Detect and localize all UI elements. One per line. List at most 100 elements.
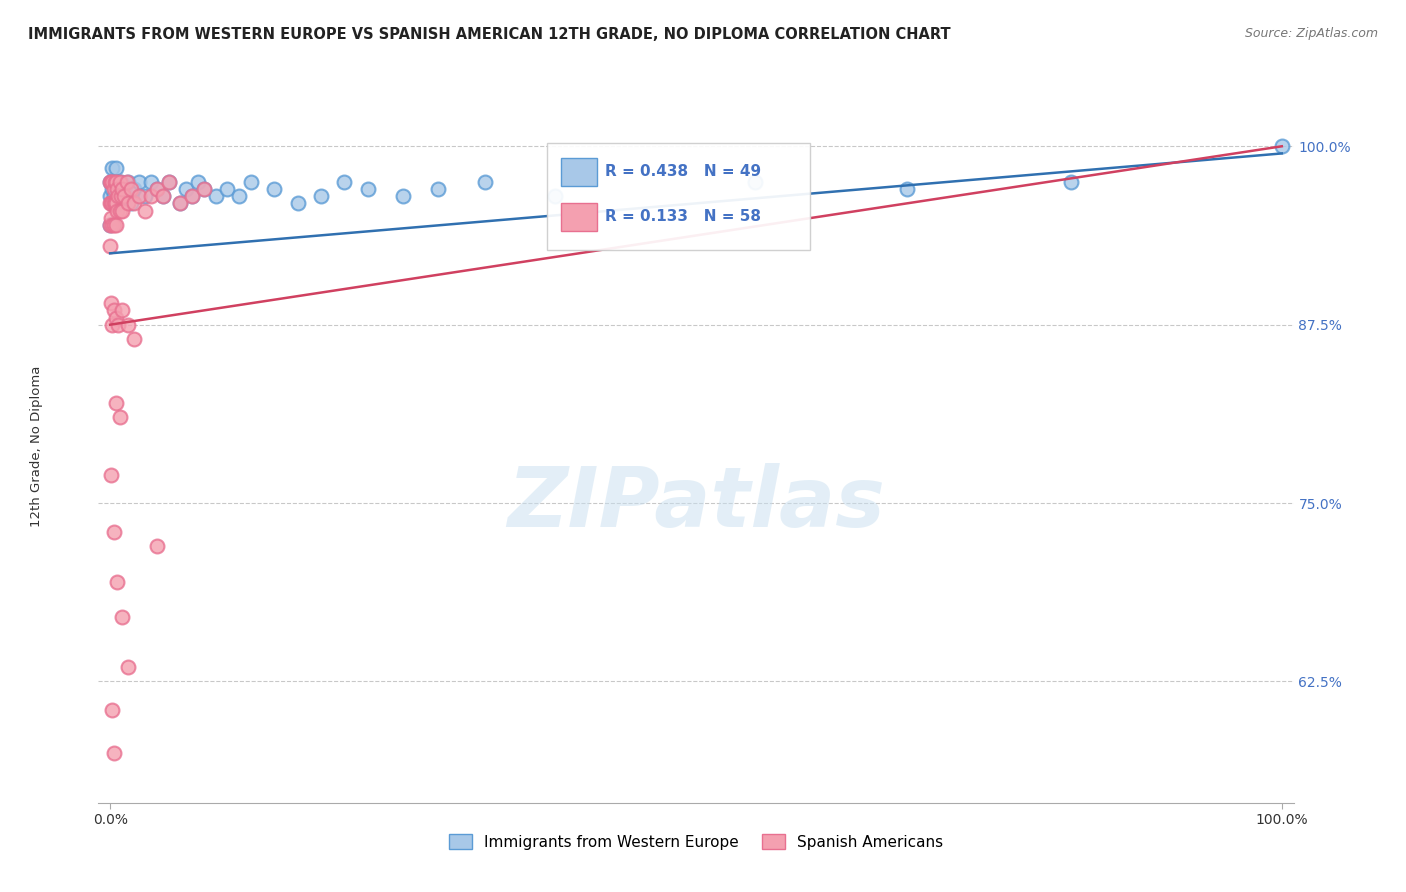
Point: [105, 175, 128, 189]
Point: [217, 182, 239, 196]
Point: [103, 175, 125, 189]
Point: [134, 203, 156, 218]
Point: [108, 203, 131, 218]
FancyBboxPatch shape: [561, 202, 596, 231]
Point: [108, 182, 131, 196]
Text: ZIPatlas: ZIPatlas: [508, 463, 884, 543]
Point: [263, 182, 285, 196]
Point: [105, 182, 128, 196]
Point: [111, 203, 134, 218]
Point: [101, 218, 124, 232]
Point: [105, 161, 128, 175]
Point: [98, 218, 121, 232]
Point: [169, 196, 191, 211]
Point: [392, 189, 415, 203]
Point: [98, 189, 121, 203]
Text: R = 0.133   N = 58: R = 0.133 N = 58: [605, 210, 761, 225]
Point: [103, 182, 125, 196]
Point: [120, 196, 142, 211]
Point: [181, 189, 204, 203]
Text: R = 0.438   N = 49: R = 0.438 N = 49: [605, 164, 761, 179]
Point: [157, 175, 180, 189]
Point: [152, 189, 174, 203]
Point: [117, 175, 139, 189]
Point: [103, 524, 125, 539]
Point: [103, 303, 125, 318]
FancyBboxPatch shape: [561, 158, 596, 186]
Point: [112, 182, 135, 196]
Point: [108, 175, 131, 189]
Point: [104, 196, 127, 211]
Point: [108, 410, 131, 425]
Point: [122, 196, 145, 211]
Point: [204, 189, 226, 203]
Point: [146, 182, 169, 196]
Point: [98, 218, 121, 232]
Point: [146, 539, 169, 553]
Point: [105, 182, 128, 196]
Point: [100, 175, 122, 189]
Point: [110, 189, 132, 203]
Point: [896, 182, 918, 196]
Point: [169, 196, 191, 211]
Point: [228, 189, 250, 203]
Point: [100, 175, 122, 189]
Point: [134, 189, 156, 203]
Point: [287, 196, 309, 211]
Point: [174, 182, 197, 196]
Point: [103, 196, 125, 211]
Point: [474, 175, 496, 189]
Point: [333, 175, 356, 189]
Point: [309, 189, 332, 203]
Point: [193, 182, 215, 196]
Point: [101, 182, 124, 196]
Point: [122, 182, 145, 196]
Legend: Immigrants from Western Europe, Spanish Americans: Immigrants from Western Europe, Spanish …: [443, 828, 949, 855]
Point: [117, 660, 139, 674]
Point: [103, 189, 125, 203]
Point: [101, 175, 124, 189]
Point: [105, 310, 128, 325]
Point: [239, 175, 262, 189]
Point: [100, 296, 122, 310]
Point: [107, 196, 129, 211]
Point: [112, 189, 135, 203]
Text: Source: ZipAtlas.com: Source: ZipAtlas.com: [1244, 27, 1378, 40]
Point: [100, 467, 122, 482]
Point: [111, 182, 134, 196]
Point: [427, 182, 450, 196]
Point: [104, 175, 127, 189]
Point: [100, 211, 122, 225]
Point: [101, 196, 124, 211]
Point: [181, 189, 204, 203]
Point: [100, 196, 122, 211]
Point: [1271, 139, 1294, 153]
Point: [128, 175, 150, 189]
Point: [157, 175, 180, 189]
Point: [105, 574, 128, 589]
FancyBboxPatch shape: [547, 143, 810, 250]
Point: [101, 703, 124, 717]
Point: [187, 175, 209, 189]
Point: [193, 182, 215, 196]
Point: [98, 239, 121, 253]
Point: [98, 175, 121, 189]
Point: [357, 182, 380, 196]
Point: [104, 196, 127, 211]
Point: [105, 175, 128, 189]
Point: [117, 196, 139, 211]
Point: [101, 161, 124, 175]
Point: [141, 189, 163, 203]
Point: [105, 396, 128, 410]
Point: [128, 189, 150, 203]
Point: [544, 189, 567, 203]
Point: [105, 196, 128, 211]
Point: [103, 746, 125, 760]
Point: [101, 318, 124, 332]
Point: [117, 318, 139, 332]
Point: [152, 189, 174, 203]
Point: [115, 175, 138, 189]
Point: [98, 196, 121, 211]
Point: [122, 332, 145, 346]
Point: [744, 175, 766, 189]
